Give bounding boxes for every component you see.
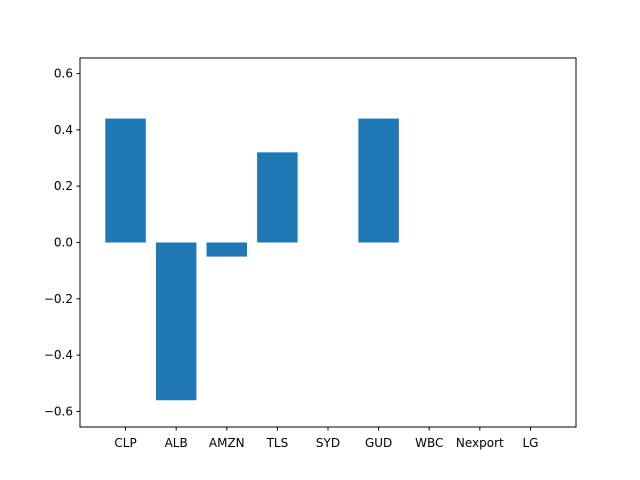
x-tick-label-gud: GUD	[365, 436, 392, 450]
x-tick-label-lg: LG	[522, 436, 538, 450]
y-tick-label: 0.2	[54, 179, 73, 193]
y-tick-label: −0.6	[44, 405, 73, 419]
x-tick-label-alb: ALB	[165, 436, 188, 450]
y-tick-label: 0.0	[54, 236, 73, 250]
x-tick-label-amzn: AMZN	[209, 436, 245, 450]
bar-alb	[155, 242, 197, 401]
x-tick-label-wbc: WBC	[415, 436, 443, 450]
x-tick-label-tls: TLS	[266, 436, 289, 450]
bar-clp	[105, 118, 146, 243]
y-tick-label: 0.4	[54, 123, 73, 137]
y-axis: 0.6 0.4 0.2 0.0 −0.2 −0.4 −0.6	[44, 66, 80, 419]
y-tick-label: 0.6	[54, 66, 73, 80]
x-tick-label-syd: SYD	[316, 436, 340, 450]
y-tick-label: −0.2	[44, 292, 73, 306]
bar-tls	[257, 152, 298, 243]
x-axis: CLP ALB AMZN TLS SYD GUD WBC Nexport LG	[114, 427, 538, 450]
bar-gud	[358, 118, 399, 243]
bars-group	[105, 118, 399, 401]
plot-area-frame	[79, 57, 577, 428]
x-tick-label-nexport: Nexport	[456, 436, 504, 450]
y-tick-label: −0.4	[44, 348, 73, 362]
bar-amzn	[206, 242, 248, 257]
x-tick-label-clp: CLP	[114, 436, 136, 450]
